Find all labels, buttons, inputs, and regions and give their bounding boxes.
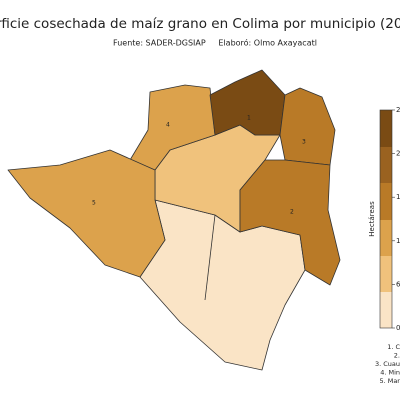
legend-entry: 1. C	[387, 343, 400, 351]
region-label: 5	[92, 200, 96, 207]
legend-entry: 2.	[394, 352, 400, 360]
colorbar	[379, 109, 393, 329]
colorbar-tick-label: 6	[396, 280, 400, 288]
colorbar-frame	[379, 109, 393, 329]
colorbar-band	[380, 220, 392, 256]
legend-entry: 3. Cuau	[375, 360, 400, 368]
colorbar-label: Hectáreas	[368, 201, 376, 237]
legend-entry: 5. Mar	[379, 377, 400, 385]
colorbar-tick-label: 2	[396, 106, 400, 114]
border	[204, 214, 216, 301]
municipality	[129, 84, 216, 171]
map-subtitle: Fuente: SADER-DGSIAP Elaboró: Olmo Axaya…	[113, 38, 317, 48]
colorbar-band	[380, 110, 392, 147]
region-label: 2	[290, 209, 294, 216]
colorbar-ticks: 2 2 1 1 6 0	[392, 106, 400, 332]
municipality	[7, 149, 166, 278]
colorbar-band	[380, 292, 392, 328]
municipality	[209, 69, 286, 136]
colorbar-band	[380, 183, 392, 220]
municipality	[279, 87, 336, 166]
municipalities	[7, 69, 341, 371]
region-label: 3	[302, 139, 306, 146]
colorbar-band	[380, 256, 392, 292]
colorbar-tick-label: 1	[396, 193, 400, 201]
region-label: 4	[166, 122, 170, 129]
colorbar-tick-label: 1	[396, 237, 400, 245]
municipality	[239, 159, 341, 286]
colorbar-tick-label: 0	[396, 324, 400, 332]
colorbar-tick-label: 2	[396, 150, 400, 158]
map-title: perficie cosechada de maíz grano en Coli…	[0, 16, 400, 32]
region-label: 1	[247, 115, 251, 122]
legend-entry: 4. Min	[380, 369, 400, 377]
colorbar-band	[380, 147, 392, 183]
